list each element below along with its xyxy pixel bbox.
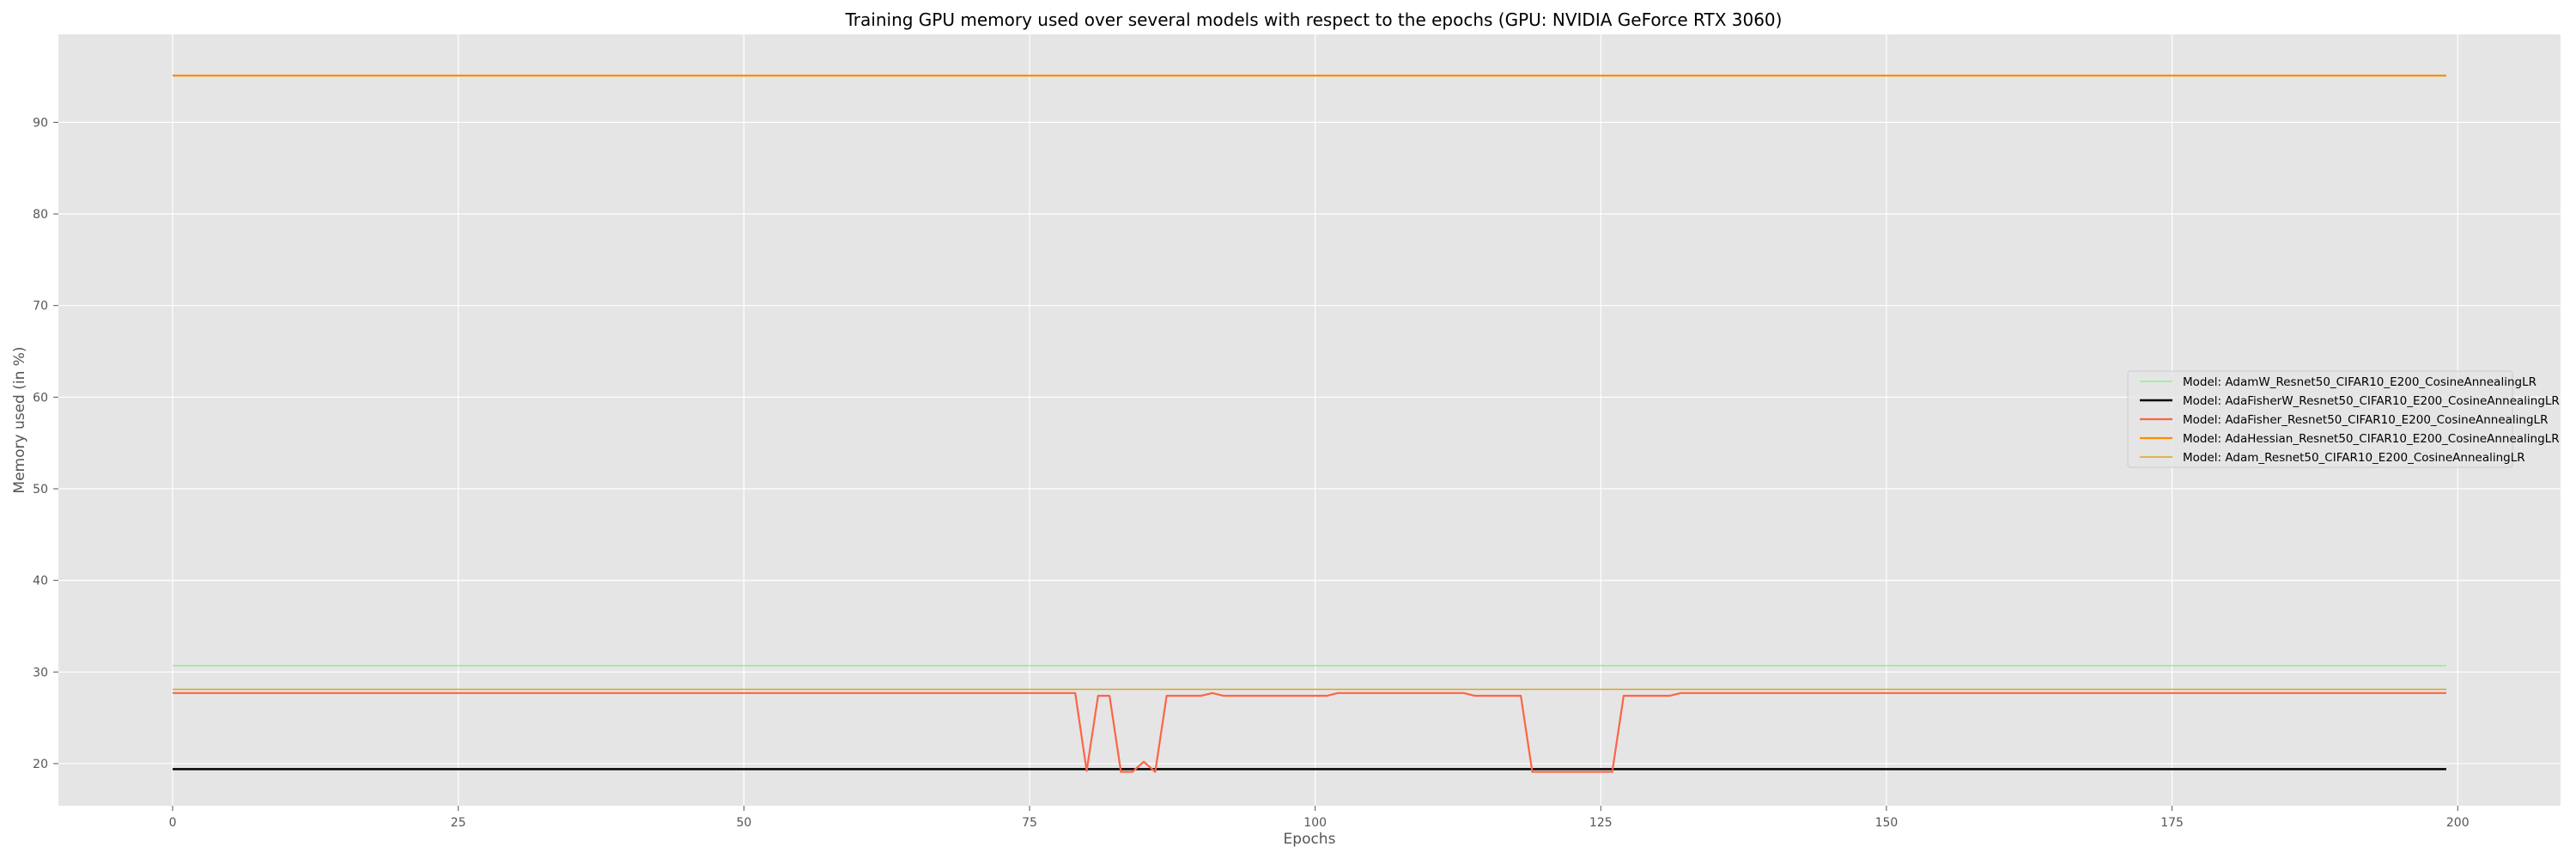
y-tick-label: 40	[33, 575, 48, 588]
legend-label-4: Model: AdaHessian_Resnet50_CIFAR10_E200_…	[2183, 432, 2560, 446]
y-tick-label: 50	[33, 483, 48, 497]
x-tick-label: 50	[736, 816, 751, 830]
y-tick-label: 30	[33, 666, 48, 679]
x-tick-label: 200	[2446, 816, 2470, 830]
y-tick-label: 60	[33, 391, 48, 405]
x-tick-label: 125	[1589, 816, 1613, 830]
legend-items: Model: AdamW_Resnet50_CIFAR10_E200_Cosin…	[2140, 375, 2560, 465]
series-group	[173, 74, 2446, 773]
y-axis-label: Memory used (in %)	[11, 346, 28, 493]
chart-title: Training GPU memory used over several mo…	[845, 9, 1783, 30]
x-tick-label: 100	[1303, 816, 1327, 830]
legend-label-2: Model: AdaFisherW_Resnet50_CIFAR10_E200_…	[2183, 394, 2560, 408]
y-tick-label: 70	[33, 300, 48, 314]
series-line-3	[173, 691, 2446, 773]
legend-label-5: Model: Adam_Resnet50_CIFAR10_E200_Cosine…	[2183, 451, 2525, 465]
grid	[58, 34, 2561, 806]
x-axis-label: Epochs	[1284, 831, 1336, 848]
y-tick-label: 80	[33, 208, 48, 222]
x-tick-label: 25	[451, 816, 466, 830]
y-tick-label: 90	[33, 116, 48, 130]
legend-label-1: Model: AdamW_Resnet50_CIFAR10_E200_Cosin…	[2183, 375, 2537, 389]
legend: Model: AdamW_Resnet50_CIFAR10_E200_Cosin…	[2127, 370, 2560, 468]
x-tick-label: 175	[2160, 816, 2184, 830]
y-tick-label: 20	[33, 758, 48, 771]
legend-box	[2127, 370, 2513, 468]
legend-label-3: Model: AdaFisher_Resnet50_CIFAR10_E200_C…	[2183, 413, 2548, 427]
x-tick-label: 0	[169, 816, 177, 830]
axis-ticks: 0 25 50 75 100 125 150 175 200 20 30 40 50 60 70 80 90	[33, 116, 2469, 830]
x-tick-label: 150	[1875, 816, 1899, 830]
x-tick-label: 75	[1022, 816, 1037, 830]
